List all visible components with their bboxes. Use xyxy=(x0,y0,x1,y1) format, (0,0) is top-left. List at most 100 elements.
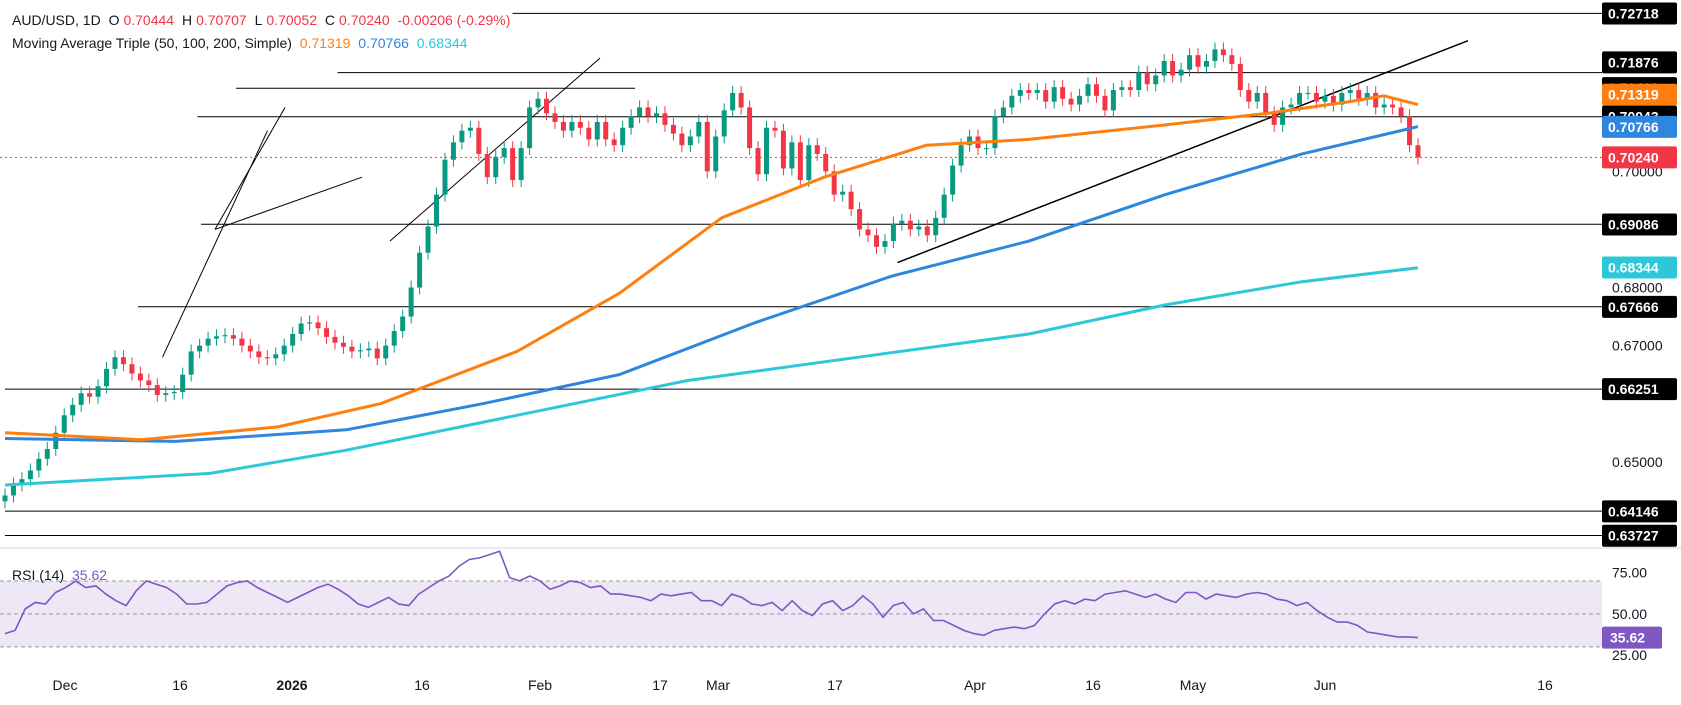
candle-body xyxy=(797,142,803,181)
candle-body xyxy=(476,127,482,154)
candle-body xyxy=(1347,90,1353,93)
candle-body xyxy=(899,220,905,224)
time-axis-label: 16 xyxy=(172,677,188,693)
candle-body xyxy=(27,470,33,480)
change-value: -0.00206 (-0.29%) xyxy=(397,12,511,28)
candle-body xyxy=(1203,60,1209,67)
candle-body xyxy=(146,380,152,386)
candle-body xyxy=(408,287,414,317)
price-label: 0.72718 xyxy=(1608,5,1659,21)
candle-body xyxy=(1068,98,1074,105)
candle-body xyxy=(687,136,693,146)
candle-body xyxy=(1077,95,1083,105)
candle-body xyxy=(493,156,499,178)
candle-body xyxy=(840,191,846,195)
candle-body xyxy=(290,333,296,346)
candle-body xyxy=(586,127,592,140)
candle-body xyxy=(1381,104,1387,108)
symbol-legend: AUD/USD, 1D O 0.70444 H 0.70707 L 0.70052 C… xyxy=(12,12,514,28)
candle-body xyxy=(256,351,262,358)
price-tick-label: 0.67000 xyxy=(1612,338,1663,354)
ma-label: Moving Average Triple (50, 100, 200, Sim… xyxy=(12,35,292,51)
rsi-tick-label: 75.00 xyxy=(1612,565,1647,581)
time-axis-label: Dec xyxy=(53,677,78,693)
candle-body xyxy=(1187,55,1193,70)
candle-body xyxy=(61,415,67,433)
candle-body xyxy=(180,374,186,393)
candle-body xyxy=(713,136,719,172)
price-label: 0.67666 xyxy=(1608,299,1659,315)
price-label: 0.66251 xyxy=(1608,381,1659,397)
candle-body xyxy=(924,226,930,236)
candle-body xyxy=(1407,116,1413,146)
time-axis-label: 17 xyxy=(827,677,843,693)
candle-body xyxy=(637,107,643,117)
candle-body xyxy=(163,393,169,395)
candle-body xyxy=(704,121,710,172)
candle-body xyxy=(831,171,837,195)
candle-body xyxy=(518,148,524,181)
candle-body xyxy=(501,148,507,157)
candle-body xyxy=(806,145,812,181)
candle-body xyxy=(1220,49,1226,56)
candle-body xyxy=(992,116,998,149)
candle-body xyxy=(645,107,651,117)
candle-body xyxy=(1313,92,1319,102)
candle-body xyxy=(2,495,8,502)
trendline xyxy=(897,39,1469,264)
candle-body xyxy=(230,335,236,339)
candle-body xyxy=(738,92,744,108)
close-value: 0.70240 xyxy=(339,12,390,28)
price-tick-label: 0.65000 xyxy=(1612,454,1663,470)
candle-body xyxy=(983,148,989,150)
candle-body xyxy=(1212,49,1218,61)
price-label-box xyxy=(1602,213,1677,236)
candle-body xyxy=(1271,113,1277,125)
candle-body xyxy=(772,127,778,131)
candle-body xyxy=(611,139,617,146)
ma50-value: 0.71319 xyxy=(299,35,351,51)
candle-body xyxy=(340,342,346,347)
candle-body xyxy=(662,113,668,125)
candle-body xyxy=(315,322,321,329)
candle-body xyxy=(1161,60,1167,76)
open-value: 0.70444 xyxy=(123,12,175,28)
candle-body xyxy=(1263,92,1269,114)
candle-body xyxy=(1085,84,1091,96)
candle-body xyxy=(383,345,389,359)
candle-body xyxy=(865,229,871,236)
candle-body xyxy=(1288,104,1294,108)
candle-body xyxy=(120,357,126,365)
candle-body xyxy=(755,148,761,175)
candle-body xyxy=(1017,90,1023,96)
low-value: 0.70052 xyxy=(266,12,317,28)
candle-body xyxy=(459,130,465,143)
candle-body xyxy=(70,404,76,416)
candle-body xyxy=(1356,90,1362,99)
candle-body xyxy=(1093,84,1099,96)
price-label: 0.71319 xyxy=(1608,87,1659,103)
rsi-value: 35.62 xyxy=(72,567,108,583)
candle-body xyxy=(1102,95,1108,111)
candle-body xyxy=(264,357,270,359)
candle-body xyxy=(1136,72,1142,91)
price-label: 0.70240 xyxy=(1608,149,1659,165)
candle-body xyxy=(1000,107,1006,117)
candle-body xyxy=(95,386,101,397)
candle-body xyxy=(950,165,956,195)
candle-body xyxy=(154,385,160,395)
candle-body xyxy=(417,252,423,288)
price-label-box xyxy=(1602,2,1677,25)
price-label: 0.69086 xyxy=(1608,216,1659,232)
candle-body xyxy=(442,159,448,195)
candle-body xyxy=(1127,87,1133,91)
rsi-legend: RSI (14) 35.62 xyxy=(12,567,111,583)
time-axis-label: Jun xyxy=(1314,677,1337,693)
candle-body xyxy=(1390,104,1396,108)
time-axis-label: 17 xyxy=(652,677,668,693)
price-label: 0.71876 xyxy=(1608,54,1659,70)
candle-body xyxy=(1144,72,1150,85)
candle-body xyxy=(205,338,211,346)
candle-body xyxy=(857,209,863,230)
